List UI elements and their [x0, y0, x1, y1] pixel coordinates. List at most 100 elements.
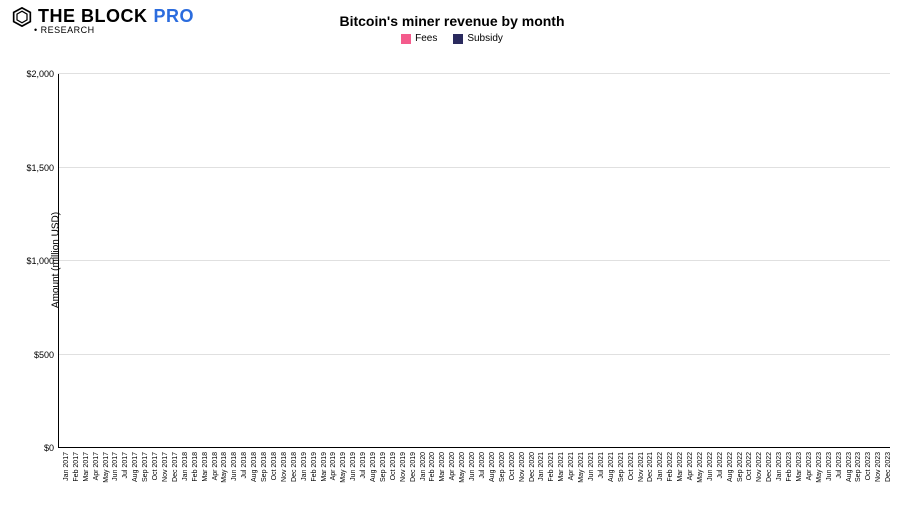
x-tick-slot: Nov 2020 [514, 448, 524, 520]
x-tick-slot: Jun 2020 [464, 448, 474, 520]
x-tick-slot: Mar 2017 [78, 448, 88, 520]
x-tick-slot: Mar 2022 [672, 448, 682, 520]
x-tick-slot: Dec 2023 [880, 448, 890, 520]
x-tick-slot: Feb 2018 [187, 448, 197, 520]
x-tick-slot: May 2019 [335, 448, 345, 520]
x-tick-slot: May 2021 [573, 448, 583, 520]
y-tick-label: $500 [34, 350, 54, 360]
chart-legend: Fees Subsidy [12, 33, 892, 47]
x-tick-slot: Sep 2022 [732, 448, 742, 520]
legend-item: Fees [401, 33, 437, 44]
x-tick-slot: Dec 2022 [761, 448, 771, 520]
x-tick-slot: Sep 2021 [613, 448, 623, 520]
x-tick-slot: Aug 2020 [484, 448, 494, 520]
x-tick-slot: Nov 2017 [157, 448, 167, 520]
x-tick-slot: Oct 2019 [385, 448, 395, 520]
x-tick-slot: Feb 2022 [662, 448, 672, 520]
x-tick-slot: May 2022 [692, 448, 702, 520]
x-tick-slot: Feb 2017 [68, 448, 78, 520]
x-tick-slot: Aug 2022 [722, 448, 732, 520]
x-tick-slot: Dec 2018 [286, 448, 296, 520]
x-tick-slot: Nov 2018 [276, 448, 286, 520]
chart-bars [58, 74, 890, 448]
x-tick-slot: Jan 2023 [771, 448, 781, 520]
y-tick-label: $2,000 [26, 69, 54, 79]
x-tick-slot: Jun 2018 [226, 448, 236, 520]
x-tick-slot: Feb 2019 [306, 448, 316, 520]
x-tick-slot: Dec 2017 [167, 448, 177, 520]
x-tick-slot: Sep 2020 [494, 448, 504, 520]
x-tick-slot: Jun 2017 [108, 448, 118, 520]
x-tick-slot: Oct 2021 [623, 448, 633, 520]
x-axis-labels: Jan 2017Feb 2017Mar 2017Apr 2017May 2017… [58, 448, 890, 520]
x-tick-slot: Jan 2019 [296, 448, 306, 520]
legend-label: Fees [415, 33, 437, 44]
x-tick-slot: Jun 2019 [345, 448, 355, 520]
x-tick-slot: Jul 2021 [593, 448, 603, 520]
x-tick-slot: Sep 2019 [375, 448, 385, 520]
x-tick-slot: Aug 2021 [603, 448, 613, 520]
x-tick-slot: May 2017 [98, 448, 108, 520]
x-tick-slot: Dec 2019 [405, 448, 415, 520]
x-tick-slot: Jan 2021 [534, 448, 544, 520]
x-tick-slot: Oct 2018 [266, 448, 276, 520]
x-tick-slot: Feb 2020 [425, 448, 435, 520]
x-tick-slot: Mar 2019 [316, 448, 326, 520]
y-tick-label: $1,000 [26, 256, 54, 266]
x-tick-slot: Jan 2017 [58, 448, 68, 520]
x-tick-slot: Apr 2023 [801, 448, 811, 520]
x-tick-slot: Jun 2022 [702, 448, 712, 520]
x-tick-slot: Jul 2019 [355, 448, 365, 520]
y-tick-label: $1,500 [26, 163, 54, 173]
x-tick-slot: Sep 2018 [256, 448, 266, 520]
x-tick-slot: Jun 2021 [583, 448, 593, 520]
x-tick-slot: Apr 2022 [682, 448, 692, 520]
x-tick-slot: Aug 2017 [127, 448, 137, 520]
x-tick-slot: Mar 2021 [553, 448, 563, 520]
x-tick-slot: Apr 2018 [207, 448, 217, 520]
x-tick-slot: Sep 2023 [851, 448, 861, 520]
x-tick-slot: Jul 2022 [712, 448, 722, 520]
x-tick-slot: May 2020 [454, 448, 464, 520]
x-tick-slot: Dec 2021 [642, 448, 652, 520]
brand-logo-icon [12, 7, 32, 27]
legend-swatch [453, 34, 463, 44]
x-tick-slot: Aug 2023 [841, 448, 851, 520]
x-tick-slot: Nov 2019 [395, 448, 405, 520]
brand-text-a: THE BLOCK [38, 6, 148, 27]
x-tick-slot: Jul 2017 [117, 448, 127, 520]
y-axis-line [58, 74, 59, 448]
x-tick-slot: Jan 2018 [177, 448, 187, 520]
x-tick-slot: Nov 2022 [751, 448, 761, 520]
x-tick-slot: Feb 2023 [781, 448, 791, 520]
x-tick-slot: Mar 2018 [197, 448, 207, 520]
y-axis-ticks: $0$500$1,000$1,500$2,000 [0, 74, 58, 448]
x-tick-slot: Dec 2020 [524, 448, 534, 520]
x-tick-slot: Apr 2020 [444, 448, 454, 520]
x-tick-slot: May 2023 [811, 448, 821, 520]
x-tick-slot: Nov 2023 [870, 448, 880, 520]
x-tick-slot: Feb 2021 [543, 448, 553, 520]
x-tick-slot: Jul 2018 [236, 448, 246, 520]
legend-label: Subsidy [467, 33, 503, 44]
x-tick-slot: Oct 2023 [860, 448, 870, 520]
x-tick-slot: Apr 2019 [325, 448, 335, 520]
x-tick-slot: Oct 2022 [742, 448, 752, 520]
x-tick-slot: Aug 2019 [365, 448, 375, 520]
legend-swatch [401, 34, 411, 44]
legend-item: Subsidy [453, 33, 503, 44]
chart-plot-area [58, 74, 890, 448]
x-tick-slot: Jul 2023 [831, 448, 841, 520]
x-tick-slot: Jul 2020 [474, 448, 484, 520]
x-tick-slot: Jan 2020 [415, 448, 425, 520]
x-tick-slot: Apr 2017 [88, 448, 98, 520]
x-tick-slot: Oct 2020 [504, 448, 514, 520]
x-tick-slot: Mar 2020 [434, 448, 444, 520]
x-tick-slot: Sep 2017 [137, 448, 147, 520]
x-tick-slot: Apr 2021 [563, 448, 573, 520]
x-tick-label: Dec 2023 [885, 452, 892, 482]
x-tick-slot: Oct 2017 [147, 448, 157, 520]
x-tick-slot: Jun 2023 [821, 448, 831, 520]
brand-text-b: PRO [154, 6, 195, 27]
x-tick-slot: May 2018 [217, 448, 227, 520]
